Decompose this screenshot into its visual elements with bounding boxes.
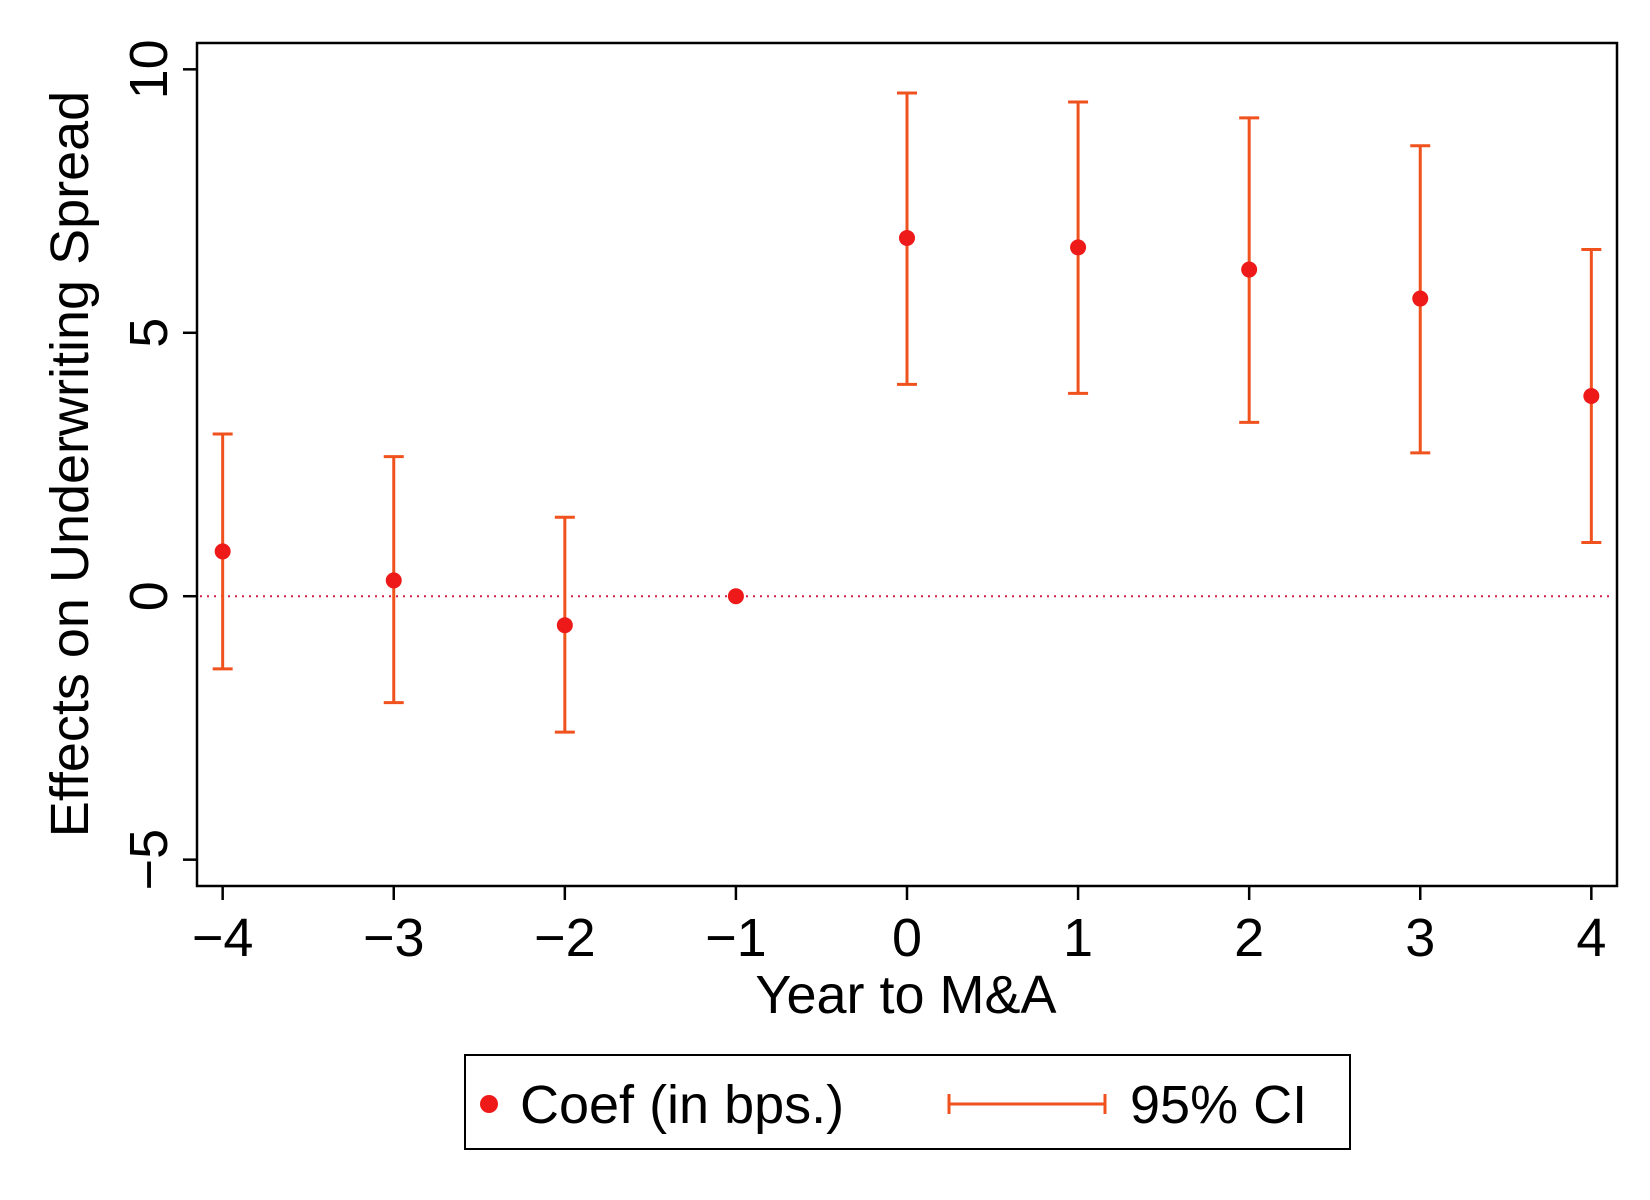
legend-box [464, 1054, 1351, 1150]
y-tick-label: −5 [119, 829, 179, 891]
y-tick-label: 0 [119, 581, 179, 611]
coef-point [727, 588, 744, 605]
x-tick-label: −4 [192, 908, 254, 968]
y-tick-label: 10 [119, 39, 179, 99]
y-axis-title: Effects on Underwriting Spread [40, 91, 100, 837]
x-tick-label: 2 [1234, 908, 1264, 968]
legend: Coef (in bps.) 95% CI [464, 1054, 1351, 1150]
y-tick-label: 5 [119, 318, 179, 348]
x-tick-label: 3 [1405, 908, 1435, 968]
coef-point [1583, 388, 1600, 405]
point-layer [214, 229, 1600, 634]
y-axis: −5 0 5 10 [119, 39, 197, 890]
coef-point [556, 617, 573, 634]
legend-coef-marker [480, 1095, 498, 1113]
coef-point [1241, 261, 1258, 278]
legend-coef-label: Coef (in bps.) [520, 1075, 844, 1135]
coef-point [899, 229, 915, 246]
x-tick-label: −2 [534, 908, 596, 968]
legend-ci-marker [947, 1094, 1107, 1114]
x-tick-label: 0 [892, 908, 922, 968]
x-tick-label: −3 [363, 908, 425, 968]
plot-area [195, 41, 1619, 888]
coef-point [1412, 290, 1429, 307]
x-tick-label: 1 [1063, 908, 1093, 968]
x-axis-title: Year to M&A [755, 965, 1056, 1025]
coef-point [1070, 239, 1087, 256]
x-tick-label: −1 [705, 908, 767, 968]
x-tick-label: 4 [1576, 908, 1606, 968]
coef-point [214, 543, 231, 560]
x-axis: −4 −3 −2 −1 0 1 2 3 4 [192, 886, 1606, 968]
coef-point [385, 572, 402, 589]
legend-ci-label: 95% CI [1130, 1075, 1307, 1135]
